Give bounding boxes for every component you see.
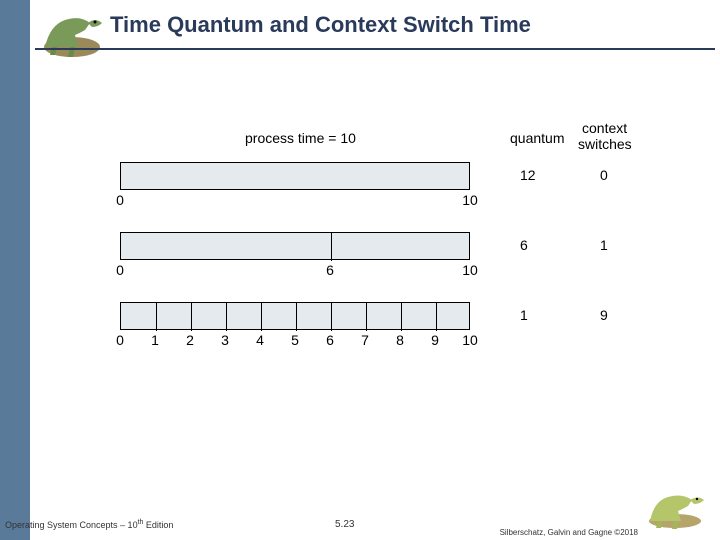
footer-left: Operating System Concepts – 10th Edition <box>5 519 173 530</box>
page-number: 5.23 <box>335 519 354 530</box>
slide-title: Time Quantum and Context Switch Time <box>110 12 531 38</box>
tick-label: 0 <box>116 262 124 278</box>
label-switches: switches <box>578 136 632 152</box>
tick-label: 4 <box>256 332 264 348</box>
footer-left-post: Edition <box>143 520 173 530</box>
diagram-row: 01234567891019 <box>120 302 660 354</box>
footer-right: Silberschatz, Galvin and Gagne ©2018 <box>500 528 638 537</box>
diagram-row: 010120 <box>120 162 660 214</box>
switches-value: 0 <box>600 167 608 183</box>
tick-label: 10 <box>462 332 478 348</box>
label-process-time: process time = 10 <box>245 130 356 146</box>
label-context: context <box>582 120 627 136</box>
bar-divider <box>226 303 227 331</box>
bar-divider <box>331 233 332 261</box>
title-underline <box>35 48 715 50</box>
tick-label: 0 <box>116 332 124 348</box>
bar-divider <box>331 303 332 331</box>
bar-divider <box>401 303 402 331</box>
bar-divider <box>191 303 192 331</box>
tick-label: 7 <box>361 332 369 348</box>
tick-label: 5 <box>291 332 299 348</box>
tick-label: 10 <box>462 262 478 278</box>
tick-label: 9 <box>431 332 439 348</box>
label-quantum: quantum <box>510 130 564 146</box>
dinosaur-logo-bottom <box>640 485 710 530</box>
diagram-header-row: process time = 10 quantum context switch… <box>120 130 660 162</box>
diagram-row: 061061 <box>120 232 660 284</box>
tick-label: 8 <box>396 332 404 348</box>
bar-divider <box>366 303 367 331</box>
quantum-value: 12 <box>520 167 536 183</box>
process-bar <box>120 232 470 260</box>
left-accent-bar <box>0 0 30 540</box>
diagram-container: process time = 10 quantum context switch… <box>120 130 660 372</box>
footer-left-pre: Operating System Concepts – 10 <box>5 520 138 530</box>
process-bar <box>120 302 470 330</box>
tick-label: 6 <box>326 262 334 278</box>
bar-divider <box>296 303 297 331</box>
process-bar <box>120 162 470 190</box>
quantum-value: 6 <box>520 237 528 253</box>
tick-label: 2 <box>186 332 194 348</box>
switches-value: 1 <box>600 237 608 253</box>
bar-divider <box>156 303 157 331</box>
tick-label: 6 <box>326 332 334 348</box>
dinosaur-logo-top <box>30 5 110 60</box>
tick-label: 0 <box>116 192 124 208</box>
bar-divider <box>436 303 437 331</box>
tick-label: 1 <box>151 332 159 348</box>
bar-divider <box>261 303 262 331</box>
tick-label: 3 <box>221 332 229 348</box>
quantum-value: 1 <box>520 307 528 323</box>
switches-value: 9 <box>600 307 608 323</box>
diagram-rows: 01012006106101234567891019 <box>120 162 660 354</box>
tick-label: 10 <box>462 192 478 208</box>
